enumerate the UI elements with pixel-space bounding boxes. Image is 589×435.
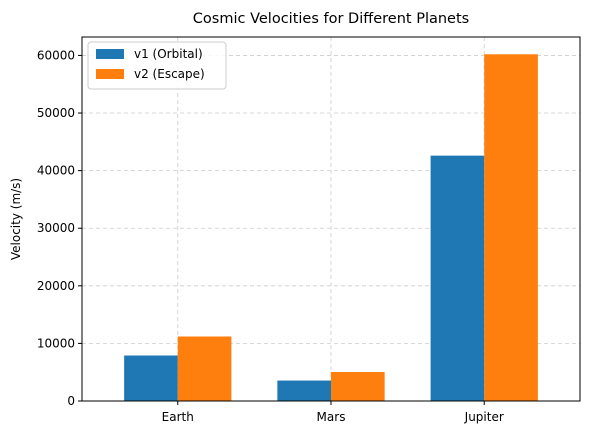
legend-swatch <box>96 69 124 79</box>
y-tick-label: 40000 <box>37 164 75 178</box>
y-tick-label: 0 <box>67 394 75 408</box>
legend-label: v2 (Escape) <box>134 67 205 81</box>
bar-mars-series-1 <box>277 380 331 401</box>
x-tick-label: Earth <box>162 410 194 424</box>
y-tick-label: 60000 <box>37 48 75 62</box>
legend: v1 (Orbital) v2 (Escape) <box>87 41 227 90</box>
bars <box>124 54 538 402</box>
y-axis: 0 10000 20000 30000 40000 50000 60000 <box>37 48 82 408</box>
bar-earth-series-2 <box>177 336 232 401</box>
x-axis: Earth Mars Jupiter <box>162 401 504 424</box>
y-tick-label: 10000 <box>37 336 75 350</box>
y-tick-label: 30000 <box>37 221 75 235</box>
y-tick-label: 20000 <box>37 279 75 293</box>
bar-jupiter-series-2 <box>484 54 538 402</box>
x-tick-label: Mars <box>317 410 346 424</box>
legend-label: v1 (Orbital) <box>134 47 203 61</box>
x-tick-label: Jupiter <box>464 410 504 424</box>
bar-jupiter-series-1 <box>430 155 485 401</box>
chart-title: Cosmic Velocities for Different Planets <box>193 11 469 27</box>
legend-swatch <box>96 49 124 59</box>
bar-earth-series-1 <box>124 355 178 401</box>
y-axis-label: Velocity (m/s) <box>9 178 23 260</box>
bar-mars-series-2 <box>331 372 385 401</box>
y-tick-label: 50000 <box>37 106 75 120</box>
